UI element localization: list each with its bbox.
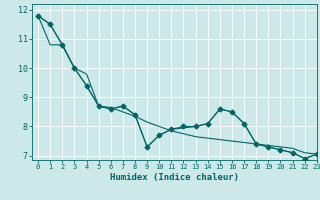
X-axis label: Humidex (Indice chaleur): Humidex (Indice chaleur) [110,173,239,182]
